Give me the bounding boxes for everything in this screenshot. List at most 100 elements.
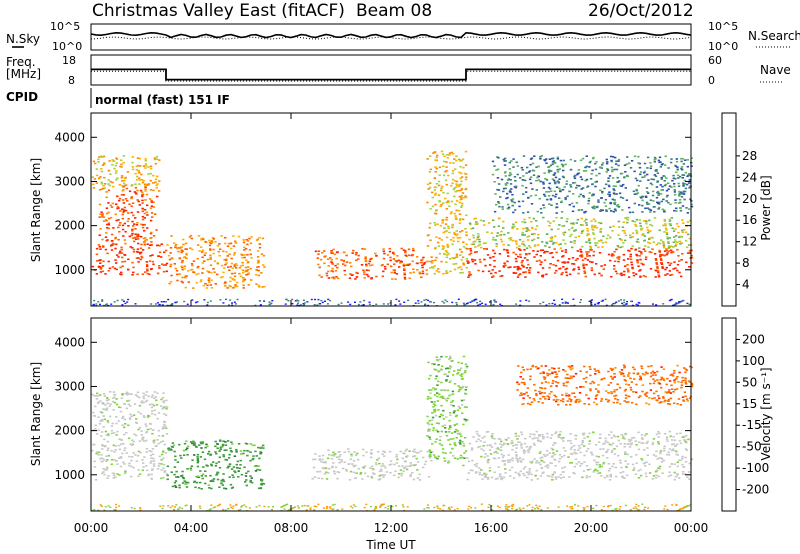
echo-cell — [557, 370, 561, 373]
echo-cell — [446, 246, 450, 248]
echo-cell — [569, 433, 572, 435]
echo-cell — [627, 276, 631, 278]
echo-cell — [566, 218, 569, 220]
echo-cell — [638, 378, 642, 381]
echo-cell — [643, 239, 646, 242]
echo-cell — [680, 160, 683, 163]
echo-cell — [585, 394, 588, 396]
echo-cell — [490, 476, 494, 479]
echo-cell — [571, 246, 574, 249]
echo-cell — [669, 435, 672, 438]
echo-cell — [467, 460, 471, 463]
echo-cell — [484, 453, 487, 455]
echo-cell — [565, 274, 569, 277]
ground-scatter-cell — [268, 301, 271, 303]
echo-cell — [241, 264, 244, 267]
echo-cell — [526, 239, 530, 241]
echo-cell — [635, 188, 638, 191]
echo-cell — [161, 440, 165, 442]
echo-cell — [106, 477, 109, 479]
echo-cell — [529, 182, 533, 185]
echo-cell — [633, 368, 636, 371]
echo-cell — [640, 262, 643, 265]
echo-cell — [542, 204, 545, 206]
echo-cell — [137, 235, 140, 237]
echo-cell — [569, 403, 572, 406]
echo-cell — [325, 471, 328, 474]
echo-cell — [648, 397, 651, 399]
echo-cell — [632, 274, 636, 277]
echo-cell — [645, 196, 648, 198]
echo-cell — [184, 275, 187, 278]
ground-scatter-cell — [670, 298, 673, 301]
echo-cell — [512, 166, 515, 168]
echo-cell — [428, 436, 431, 439]
echo-cell — [142, 237, 146, 240]
echo-cell — [508, 161, 511, 164]
echo-cell — [542, 372, 545, 374]
echo-cell — [243, 256, 246, 259]
echo-cell — [559, 430, 562, 433]
echo-cell — [494, 271, 497, 274]
echo-cell — [611, 442, 615, 445]
echo-cell — [437, 268, 440, 270]
echo-cell — [665, 189, 669, 192]
echo-cell — [688, 179, 691, 181]
echo-cell — [98, 216, 101, 218]
echo-cell — [115, 268, 118, 271]
echo-cell — [688, 266, 691, 268]
echo-cell — [312, 466, 316, 469]
echo-cell — [619, 403, 622, 405]
echo-cell — [178, 484, 181, 487]
echo-cell — [241, 269, 245, 272]
echo-cell — [561, 165, 565, 168]
ground-scatter-cell — [668, 299, 671, 302]
echo-cell — [185, 248, 189, 250]
echo-cell — [678, 240, 682, 243]
echo-cell — [554, 432, 557, 435]
echo-cell — [124, 198, 128, 200]
echo-cell — [562, 234, 566, 236]
echo-cell — [533, 458, 536, 460]
echo-cell — [579, 386, 582, 388]
echo-cell — [503, 172, 507, 174]
echo-cell — [117, 199, 121, 202]
echo-cell — [667, 188, 670, 190]
echo-cell — [655, 450, 658, 453]
echo-cell — [613, 201, 617, 204]
echo-cell — [655, 262, 658, 264]
echo-cell — [613, 168, 616, 171]
echo-cell — [131, 232, 134, 235]
echo-cell — [141, 226, 145, 229]
echo-cell — [209, 474, 212, 477]
echo-cell — [514, 444, 517, 446]
echo-cell — [599, 433, 602, 436]
frequency-line — [91, 68, 691, 81]
echo-cell — [608, 434, 611, 436]
echo-cell — [588, 366, 591, 368]
echo-cell — [98, 246, 101, 248]
echo-cell — [462, 445, 466, 447]
echo-cell — [483, 435, 486, 438]
echo-cell — [644, 392, 647, 395]
echo-cell — [257, 269, 260, 272]
echo-cell — [653, 159, 656, 161]
echo-cell — [455, 183, 458, 185]
echo-cell — [562, 159, 565, 162]
echo-cell — [663, 218, 666, 221]
echo-cell — [607, 463, 611, 465]
echo-cell — [545, 158, 548, 160]
echo-cell — [227, 457, 231, 459]
echo-cell — [639, 269, 642, 271]
echo-cell — [540, 466, 544, 469]
echo-cell — [92, 411, 95, 414]
echo-cell — [500, 478, 503, 481]
echo-cell — [120, 252, 124, 254]
ground-scatter-cell — [630, 300, 633, 302]
echo-cell — [134, 238, 138, 240]
echo-cell — [619, 246, 622, 249]
echo-cell — [471, 227, 475, 229]
echo-cell — [557, 398, 560, 401]
echo-cell — [471, 447, 474, 449]
echo-cell — [491, 269, 494, 271]
